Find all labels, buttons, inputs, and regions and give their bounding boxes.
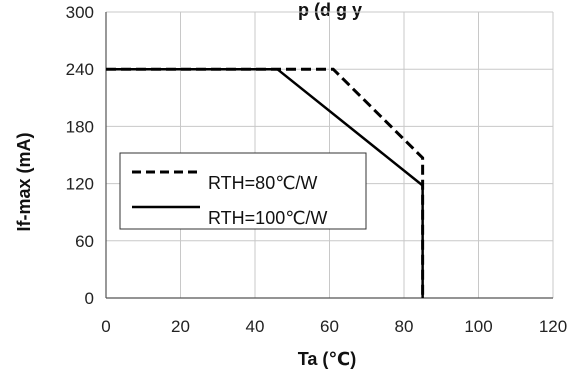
x-tick-label: 60 (320, 317, 339, 336)
y-tick-label: 180 (66, 117, 94, 136)
x-tick-label: 100 (464, 317, 492, 336)
y-tick-labels: 0 60 120 180 240 300 (66, 3, 94, 308)
chart-title: p (d g y (298, 0, 362, 20)
y-tick-label: 120 (66, 175, 94, 194)
y-tick-label: 300 (66, 3, 94, 22)
axes (105, 12, 553, 299)
y-tick-label: 0 (85, 289, 94, 308)
x-tick-label: 40 (246, 317, 265, 336)
x-axis-label: Ta (℃) (298, 349, 356, 369)
x-tick-labels: 0 20 40 60 80 100 120 (101, 317, 567, 336)
y-tick-label: 240 (66, 60, 94, 79)
x-tick-label: 80 (395, 317, 414, 336)
y-axis-label: If-max (mA) (14, 132, 34, 231)
legend-box (119, 152, 367, 230)
y-tick-label: 60 (75, 232, 94, 251)
series-lines (106, 67, 425, 298)
x-tick-label: 120 (539, 317, 567, 336)
legend-label-rth100: RTH=100℃/W (208, 208, 327, 228)
x-tick-label: 0 (101, 317, 110, 336)
x-tick-label: 20 (171, 317, 190, 336)
legend-label-rth80: RTH=80℃/W (208, 173, 317, 193)
legend: RTH=80℃/W RTH=100℃/W (119, 152, 367, 230)
series-line-rth100 (106, 67, 424, 298)
